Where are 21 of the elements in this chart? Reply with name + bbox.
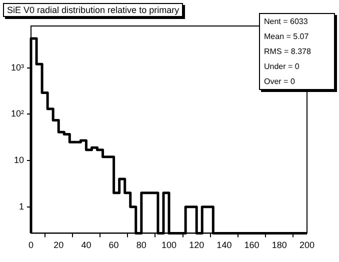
annotation: Over = 0	[263, 76, 296, 88]
x-tick-label: 80	[136, 240, 146, 250]
x-tick-label: 180	[272, 240, 287, 250]
x-tick-label: 200	[299, 240, 315, 250]
x-tick-label: 140	[216, 240, 232, 250]
x-tick-label: 100	[161, 240, 177, 250]
y-tick-label: 10	[14, 155, 24, 165]
x-tick-label: 60	[108, 240, 119, 250]
annotation: Nent = 6033	[263, 16, 309, 28]
y-tick-label: 10²	[10, 108, 24, 119]
chart-title: SiE V0 radial distribution relative to primary	[3, 3, 184, 17]
y-tick-label: 1	[18, 201, 24, 212]
y-tick-label: 10³	[10, 62, 24, 72]
annotation: Mean = 5.07	[263, 31, 310, 43]
annotation: Under = 0	[263, 61, 300, 73]
annotation: RMS = 8.378	[263, 46, 312, 58]
x-tick-label: 40	[81, 240, 92, 250]
x-tick-label: 0	[28, 240, 34, 250]
x-tick-label: 160	[244, 240, 260, 250]
x-tick-label: 20	[54, 240, 64, 250]
x-tick-label: 120	[189, 240, 204, 250]
